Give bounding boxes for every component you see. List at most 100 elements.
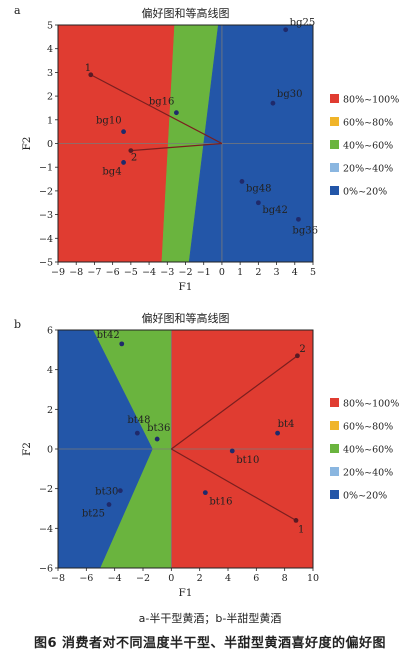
legend-label: 60%~80% (343, 118, 393, 129)
figure-label: 图6 (33, 636, 57, 651)
x-tick-label: 2 (255, 267, 261, 278)
sample-point (173, 110, 179, 116)
consumer-vector-point (88, 72, 94, 78)
x-tick-label: −6 (106, 267, 120, 278)
sample-label: bg30 (277, 89, 303, 100)
legend-label: 0%~20% (343, 491, 387, 502)
y-tick-label: −1 (39, 163, 53, 174)
legend-label: 80%~100% (343, 95, 399, 106)
x-tick-label: −4 (108, 573, 122, 584)
y-tick-label: 2 (47, 92, 53, 103)
legend-label: 0%~20% (343, 187, 387, 198)
sample-point (239, 179, 245, 184)
y-tick-label: 3 (47, 68, 53, 79)
x-tick-label: −7 (87, 267, 101, 278)
figure-caption-text: 消费者对不同温度半干型、半甜型黄酒喜好度的偏好图 (62, 636, 387, 651)
sample-point (117, 488, 123, 494)
x-tick-label: 0 (168, 573, 174, 584)
legend-label: 20%~40% (343, 164, 393, 175)
sample-point (275, 430, 280, 436)
legend-swatch (330, 490, 339, 499)
legend-swatch (330, 186, 339, 195)
consumer-vector-label: 2 (131, 153, 137, 164)
sample-label: bt30 (95, 487, 118, 498)
sample-label: bg42 (262, 205, 288, 216)
sample-point (296, 216, 301, 222)
x-tick-label: 1 (237, 267, 243, 278)
sample-label: bg16 (149, 97, 175, 108)
y-axis-label: F2 (21, 137, 33, 151)
chart-title: 偏好图和等高线图 (142, 6, 230, 20)
sample-label: bt42 (97, 330, 120, 341)
sample-label: bt25 (82, 509, 105, 520)
figure-caption: 图6 消费者对不同温度半干型、半甜型黄酒喜好度的偏好图 (0, 632, 420, 651)
sub-caption: a-半干型黄酒；b-半甜型黄酒 (138, 612, 282, 625)
sample-point (154, 436, 160, 442)
legend-swatch (330, 140, 339, 149)
y-tick-label: 0 (47, 139, 53, 150)
x-tick-label: −8 (69, 267, 83, 278)
x-tick-label: −3 (160, 267, 174, 278)
chart-title: 偏好图和等高线图 (142, 311, 230, 325)
consumer-vector-line (130, 142, 222, 152)
consumer-vector-label: 2 (299, 344, 305, 355)
consumer-vector-line (170, 355, 298, 450)
sample-label: bt16 (209, 497, 232, 508)
contour-regions (58, 25, 313, 262)
x-tick-label: 0 (219, 267, 225, 278)
x-tick-label: −2 (178, 267, 192, 278)
sample-label: bt10 (236, 455, 259, 466)
consumer-vector-point (128, 148, 134, 154)
panel-label: a (14, 4, 21, 17)
y-tick-label: 0 (47, 445, 53, 456)
sample-point (106, 502, 112, 507)
legend-label: 40%~60% (343, 141, 393, 152)
legend-label: 60%~80% (343, 422, 393, 433)
legend-swatch (330, 163, 339, 172)
x-tick-label: 6 (253, 573, 259, 584)
y-tick-label: 5 (47, 21, 53, 32)
y-tick-label: −4 (39, 234, 53, 245)
sample-label: bg25 (290, 18, 316, 29)
sample-point (270, 100, 276, 106)
x-tick-label: 4 (225, 573, 231, 584)
legend-swatch (330, 467, 339, 476)
sample-point (134, 430, 140, 436)
sample-label: bg10 (96, 116, 122, 127)
consumer-vector-point (293, 518, 299, 523)
x-tick-label: −8 (51, 573, 65, 584)
y-tick-label: 1 (47, 115, 53, 126)
y-tick-label: 6 (47, 326, 53, 337)
legend-swatch (330, 117, 339, 126)
x-tick-label: −2 (136, 573, 150, 584)
legend-swatch (330, 444, 339, 453)
sample-label: bt48 (127, 415, 150, 426)
x-tick-label: −4 (142, 267, 156, 278)
y-axis-label: F2 (21, 442, 33, 456)
legend: 80%~100% 60%~80% 40%~60% 20%~40% 0%~20% (330, 398, 399, 502)
legend-label: 40%~60% (343, 445, 393, 456)
y-tick-label: −2 (39, 484, 53, 495)
legend: 80%~100% 60%~80% 40%~60% 20%~40% 0%~20% (330, 94, 399, 198)
x-tick-label: 3 (274, 267, 280, 278)
sample-label: bg36 (292, 225, 318, 236)
y-tick-label: −2 (39, 186, 53, 197)
legend-swatch (330, 421, 339, 430)
y-tick-label: −4 (39, 524, 53, 535)
sample-point (202, 490, 208, 496)
y-tick-label: −3 (39, 210, 53, 221)
x-tick-label: −9 (51, 267, 65, 278)
x-tick-label: −6 (79, 573, 93, 584)
x-tick-label: −1 (197, 267, 211, 278)
sample-label: bg48 (246, 183, 272, 194)
sample-point (119, 341, 125, 347)
sample-label: bg4 (102, 166, 121, 177)
panel-label: b (14, 318, 21, 331)
y-tick-label: 4 (47, 44, 53, 55)
consumer-vector-line (171, 448, 297, 521)
y-tick-label: −6 (39, 564, 53, 575)
consumer-vector-line (90, 74, 223, 145)
x-axis-label: F1 (179, 587, 193, 599)
